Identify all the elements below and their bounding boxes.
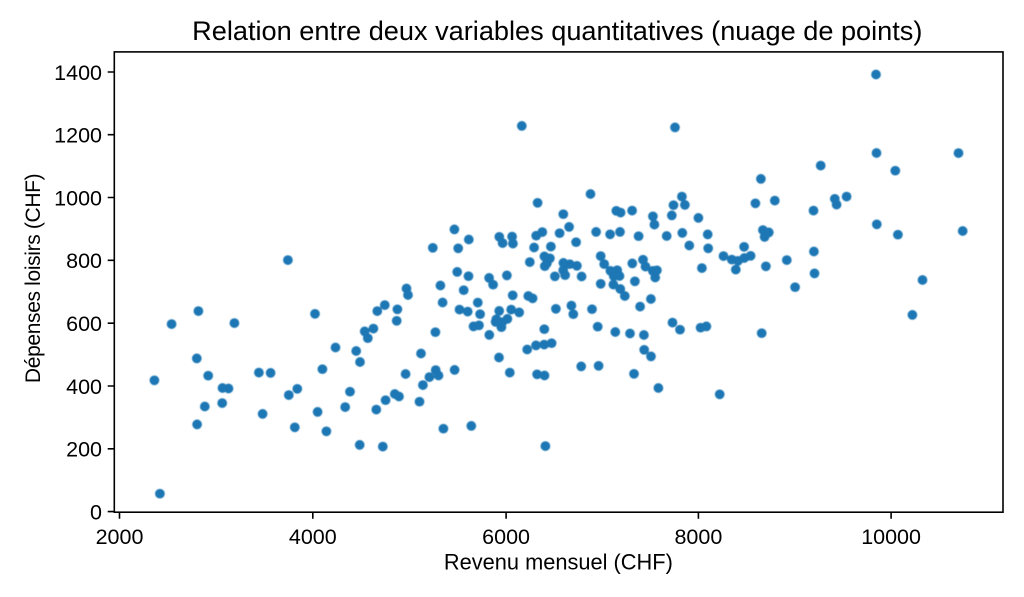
svg-text:0: 0 bbox=[90, 500, 102, 524]
svg-text:1000: 1000 bbox=[54, 186, 102, 210]
svg-text:4000: 4000 bbox=[289, 525, 337, 549]
svg-text:10000: 10000 bbox=[861, 525, 921, 549]
svg-text:8000: 8000 bbox=[674, 525, 722, 549]
svg-text:200: 200 bbox=[66, 438, 102, 462]
svg-text:1200: 1200 bbox=[54, 124, 102, 148]
svg-text:Dépenses loisirs (CHF): Dépenses loisirs (CHF) bbox=[22, 174, 45, 383]
svg-text:Relation entre deux variables: Relation entre deux variables quantitati… bbox=[192, 15, 922, 46]
svg-text:800: 800 bbox=[66, 249, 102, 273]
svg-text:2000: 2000 bbox=[96, 525, 144, 549]
svg-text:1400: 1400 bbox=[54, 61, 102, 85]
svg-text:400: 400 bbox=[66, 375, 102, 399]
svg-text:600: 600 bbox=[66, 312, 102, 336]
svg-text:Revenu mensuel (CHF): Revenu mensuel (CHF) bbox=[444, 549, 673, 574]
svg-text:6000: 6000 bbox=[482, 525, 530, 549]
